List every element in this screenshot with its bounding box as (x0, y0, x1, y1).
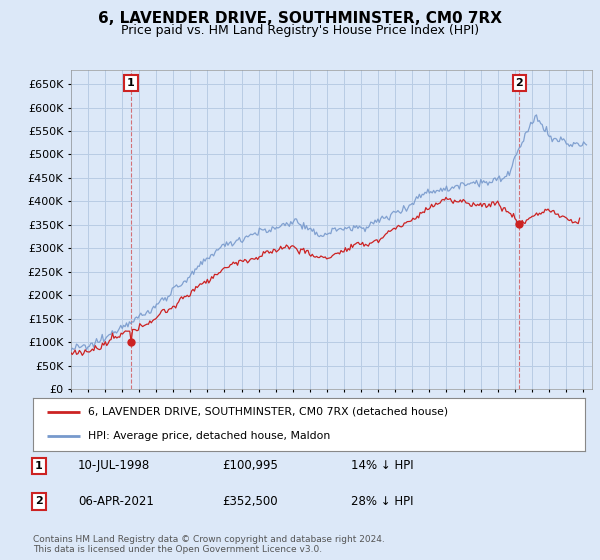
Text: 2: 2 (35, 496, 43, 506)
Text: £352,500: £352,500 (222, 494, 278, 508)
Text: 2: 2 (515, 78, 523, 88)
Text: 6, LAVENDER DRIVE, SOUTHMINSTER, CM0 7RX: 6, LAVENDER DRIVE, SOUTHMINSTER, CM0 7RX (98, 11, 502, 26)
Text: £100,995: £100,995 (222, 459, 278, 473)
Text: 14% ↓ HPI: 14% ↓ HPI (351, 459, 413, 473)
Text: 1: 1 (35, 461, 43, 471)
Text: Price paid vs. HM Land Registry's House Price Index (HPI): Price paid vs. HM Land Registry's House … (121, 24, 479, 36)
Text: 6, LAVENDER DRIVE, SOUTHMINSTER, CM0 7RX (detached house): 6, LAVENDER DRIVE, SOUTHMINSTER, CM0 7RX… (88, 407, 448, 417)
Text: 1: 1 (127, 78, 135, 88)
Text: 28% ↓ HPI: 28% ↓ HPI (351, 494, 413, 508)
Text: 10-JUL-1998: 10-JUL-1998 (78, 459, 150, 473)
Text: Contains HM Land Registry data © Crown copyright and database right 2024.
This d: Contains HM Land Registry data © Crown c… (33, 535, 385, 554)
Text: 06-APR-2021: 06-APR-2021 (78, 494, 154, 508)
Text: HPI: Average price, detached house, Maldon: HPI: Average price, detached house, Mald… (88, 431, 331, 441)
